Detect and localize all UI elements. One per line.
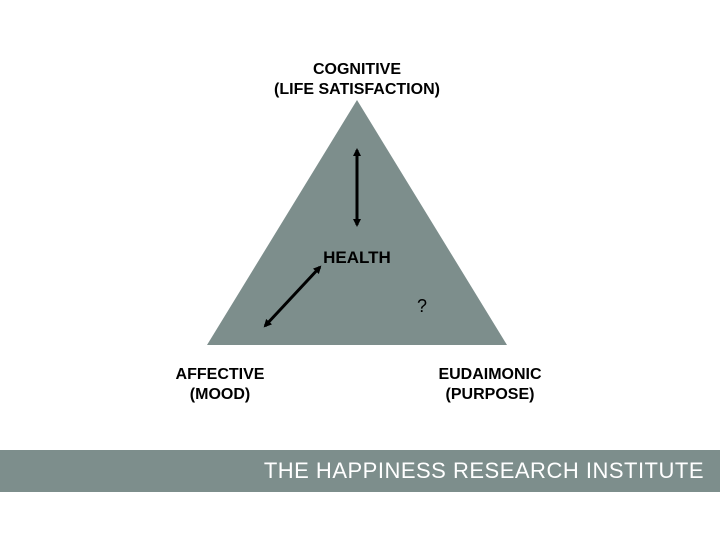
double-arrow-bottom-left-icon [265, 267, 320, 326]
footer-bar: THE HAPPINESS RESEARCH INSTITUTE [0, 450, 720, 492]
footer-title: THE HAPPINESS RESEARCH INSTITUTE [264, 458, 704, 484]
diagram-canvas: COGNITIVE (LIFE SATISFACTION) HEALTH ? A… [0, 0, 720, 540]
